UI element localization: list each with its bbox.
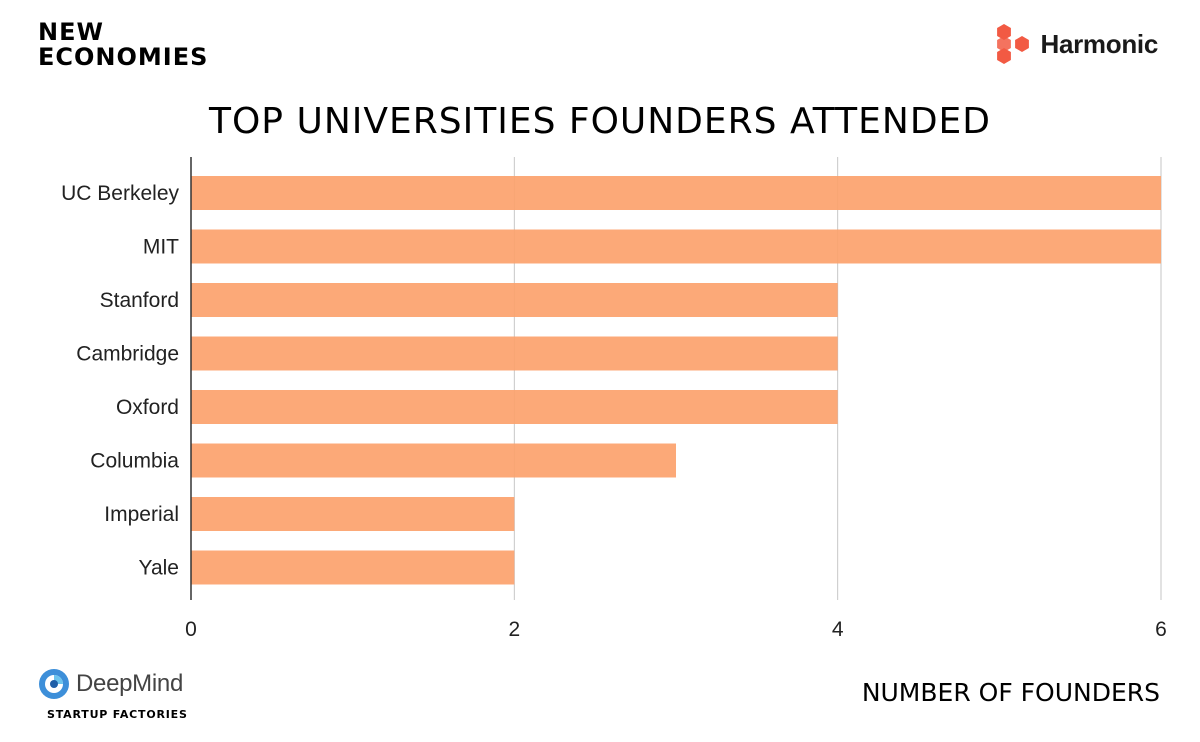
x-tick-label: 2: [508, 618, 520, 641]
bar: [191, 229, 1161, 264]
bar: [191, 283, 838, 317]
new-economies-logo: NEW ECONOMIES: [38, 20, 208, 70]
y-category-label: Imperial: [104, 503, 179, 526]
y-category-label: MIT: [143, 236, 179, 259]
harmonic-wordmark: Harmonic: [1040, 28, 1158, 59]
x-axis-title: NUMBER OF FOUNDERS: [861, 678, 1160, 707]
y-category-label: Oxford: [116, 396, 179, 419]
chart-title: TOP UNIVERSITIES FOUNDERS ATTENDED: [208, 101, 992, 142]
x-tick-label: 6: [1155, 618, 1167, 641]
bar: [191, 550, 515, 585]
x-tick-label: 0: [185, 618, 197, 641]
harmonic-logo: Harmonic: [994, 22, 1158, 66]
deepmind-icon: [39, 669, 69, 699]
new-economies-line2: ECONOMIES: [38, 43, 209, 71]
startup-factories-label: STARTUP FACTORIES: [47, 708, 188, 721]
y-category-label: Stanford: [100, 289, 179, 312]
bar: [191, 176, 1161, 210]
bar: [191, 336, 838, 371]
deepmind-logo: DeepMind STARTUP FACTORIES: [38, 668, 188, 721]
bar: [191, 497, 515, 531]
y-category-label: Yale: [139, 557, 179, 580]
y-category-label: Columbia: [90, 450, 179, 473]
new-economies-line1: NEW: [38, 18, 104, 46]
y-category-label: UC Berkeley: [61, 182, 179, 205]
deepmind-wordmark: DeepMind: [76, 670, 183, 697]
x-tick-label: 4: [832, 618, 844, 641]
harmonic-hexagon-icon: [997, 24, 1030, 64]
bar: [191, 390, 838, 424]
y-category-label: Cambridge: [76, 343, 179, 366]
bar: [191, 443, 676, 478]
